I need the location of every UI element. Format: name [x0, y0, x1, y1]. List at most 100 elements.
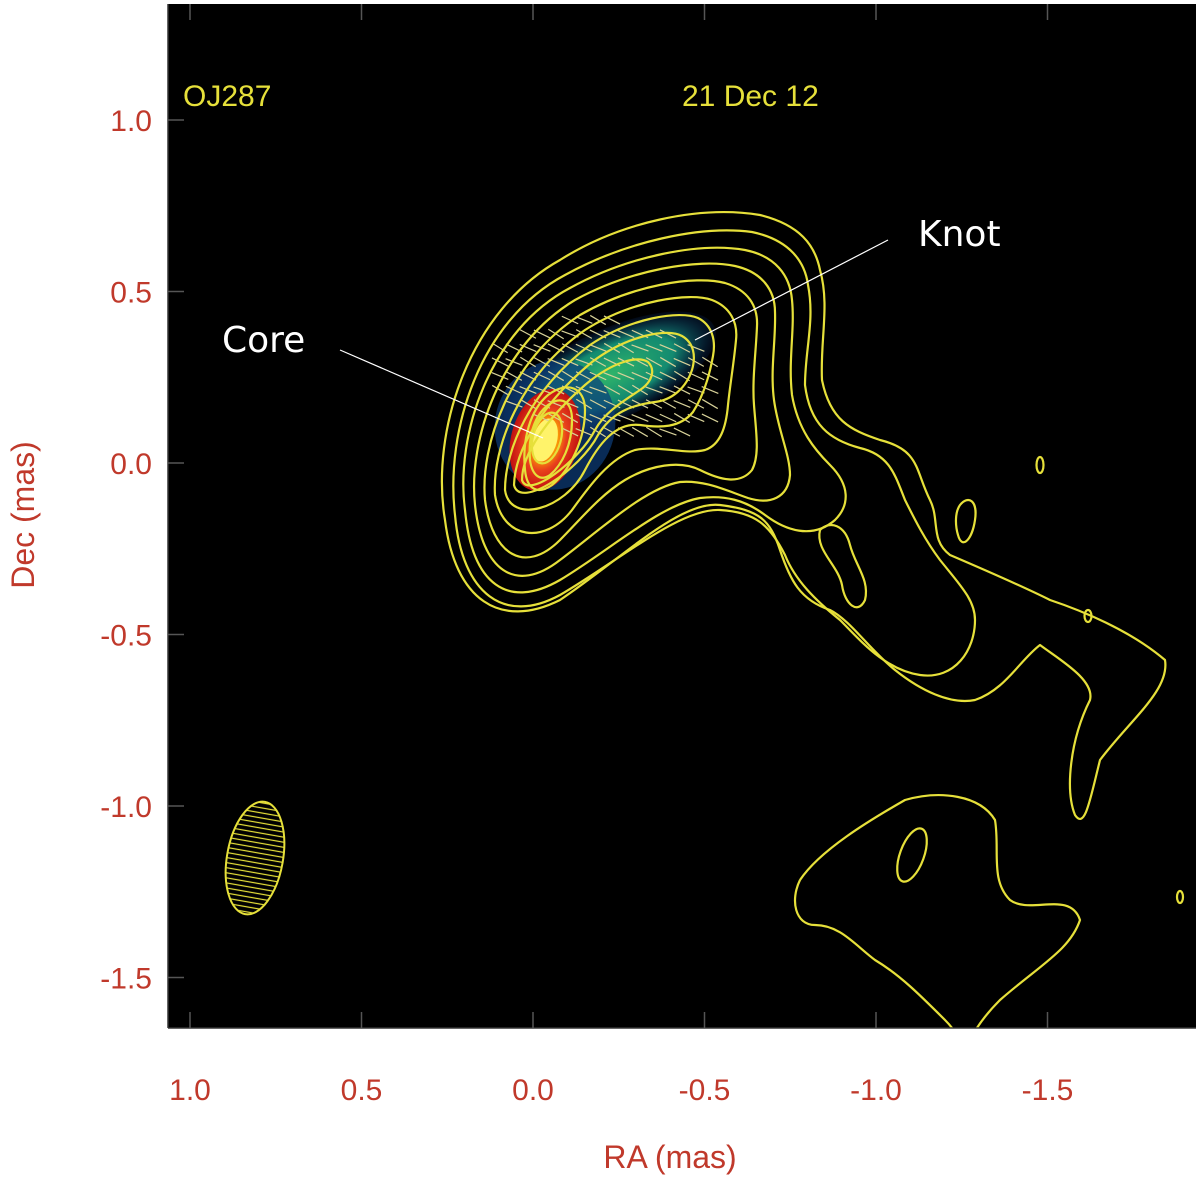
core-peak: [532, 418, 558, 462]
polarization-vector: [491, 357, 509, 367]
contour-southern-region: [793, 794, 1082, 1028]
knot-pointer-line: [694, 239, 889, 341]
polarization-vector: [701, 398, 719, 410]
polarization-vector: [631, 371, 649, 381]
polarization-vector: [645, 399, 663, 409]
polarization-vector: [561, 315, 579, 325]
polarization-vector: [589, 344, 607, 352]
polarization-vector: [589, 386, 607, 394]
contour-level-10: [523, 386, 587, 492]
polarization-vector: [659, 413, 677, 423]
polarization-vector: [491, 372, 509, 380]
polarization-vector: [645, 413, 663, 423]
contour-level-11: [528, 399, 574, 479]
polarization-vector: [575, 428, 593, 436]
polarization-vector: [617, 384, 635, 396]
contour-speck-2: [1083, 608, 1093, 624]
polarization-vector: [505, 358, 523, 366]
y-tick-label: 1.0: [110, 105, 152, 138]
core-annotation: Core: [222, 320, 305, 361]
polarization-vector: [491, 384, 509, 396]
polarization-vector: [603, 372, 621, 380]
contour-level-8: [512, 331, 695, 494]
polarization-vector: [673, 357, 691, 367]
contour-level-2: [452, 229, 977, 677]
polarization-vector: [589, 357, 607, 367]
polarization-vector: [645, 386, 663, 394]
x-axis-title: RA (mas): [603, 1139, 736, 1175]
polarization-vector: [519, 329, 537, 339]
polarization-vector: [505, 400, 523, 408]
contour-level-5: [483, 279, 759, 559]
polarization-vector: [631, 426, 649, 438]
polarization-vector: [631, 344, 649, 352]
polarization-vector: [659, 386, 677, 394]
polarization-vector: [687, 357, 705, 367]
polarization-vector: [702, 356, 718, 368]
contour-speck-1: [1035, 455, 1045, 475]
contour-level-6: [493, 295, 738, 535]
contour-level-4: [473, 262, 792, 577]
polarization-vector: [673, 343, 691, 353]
polarization-vector: [603, 427, 621, 437]
polarization-vector: [575, 343, 593, 353]
polarization-vector: [575, 316, 593, 324]
axes-frame: [167, 4, 1196, 1029]
polarization-vector: [590, 426, 606, 438]
beam-ellipse: [224, 800, 286, 916]
polarization-vector: [533, 371, 551, 381]
contour-speck-3: [1175, 889, 1185, 905]
polarization-vector: [562, 370, 578, 382]
polarization-vector: [673, 385, 691, 395]
polarization-vector: [617, 414, 635, 422]
polarization-vector: [561, 412, 579, 424]
polarization-vector: [533, 386, 551, 394]
polarization-vector: [492, 342, 508, 354]
contour-level-9: [520, 358, 654, 487]
y-tick-label: -1.0: [100, 791, 152, 824]
polarization-vector: [659, 344, 677, 352]
x-tick-label: -1.5: [1022, 1074, 1074, 1107]
polarization-vector: [589, 314, 607, 326]
y-axis-ticks: 1.0 0.5 0.0 -0.5 -1.0 -1.5: [100, 105, 184, 996]
polarization-vector: [673, 412, 691, 424]
contour-island-2: [954, 498, 977, 544]
x-tick-label: 0.0: [512, 1074, 554, 1107]
polarization-vector: [701, 371, 719, 381]
date-label: 21 Dec 12: [682, 80, 819, 113]
polarization-vector: [575, 385, 593, 395]
y-tick-label: -1.5: [100, 963, 152, 996]
polarization-vector: [561, 427, 579, 437]
x-tick-label: 1.0: [169, 1074, 211, 1107]
polarization-vector: [659, 371, 677, 381]
contour-island-1: [818, 523, 868, 609]
polarization-vector: [505, 385, 523, 395]
core-pointer-line: [339, 349, 544, 439]
polarization-vector: [659, 356, 677, 368]
polarization-vector: [589, 399, 607, 409]
polarization-vector: [646, 426, 662, 438]
x-axis-ticks: 1.0 0.5 0.0 -0.5 -1.0 -1.5: [169, 4, 1073, 1107]
polarization-vector: [575, 329, 593, 339]
polarization-vector: [645, 357, 663, 367]
contour-level-1: [440, 211, 1167, 820]
polarization-vector: [687, 399, 705, 409]
polarization-vector: [617, 329, 635, 339]
polarization-vector: [603, 385, 621, 395]
contour-level-3: [462, 246, 847, 594]
y-tick-label: 0.0: [110, 448, 152, 481]
polarization-vector: [645, 371, 663, 381]
polarization-vector: [617, 372, 635, 380]
polarization-vector: [631, 414, 649, 422]
source-label: OJ287: [183, 80, 271, 113]
polarization-vector: [659, 329, 677, 339]
knot-annotation: Knot: [918, 214, 1001, 255]
x-tick-label: 0.5: [341, 1074, 383, 1107]
polarization-vector: [533, 357, 551, 367]
x-tick-label: -0.5: [679, 1074, 731, 1107]
x-tick-label: -1.0: [850, 1074, 902, 1107]
polarization-vector: [505, 371, 523, 381]
contour-lines: [440, 211, 1185, 1028]
y-axis-title: Dec (mas): [5, 441, 41, 589]
